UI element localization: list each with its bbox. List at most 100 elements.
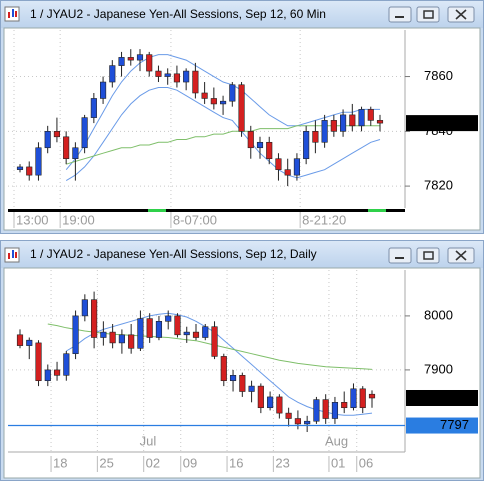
candle-body	[359, 388, 366, 409]
candle-body	[63, 136, 70, 160]
candle-body	[63, 353, 70, 376]
indicator-line	[65, 87, 381, 182]
window-frame	[0, 240, 484, 481]
candle-body	[322, 399, 329, 419]
candle-body	[331, 402, 339, 419]
price-line-label: 7797	[440, 417, 469, 432]
candle-body	[109, 65, 116, 83]
candle-body	[247, 131, 254, 149]
y-tick-label: 7820	[424, 178, 453, 193]
indicator-line	[66, 312, 373, 416]
candle-body	[81, 299, 88, 317]
candle-body	[202, 326, 209, 338]
x-tick-label: 01	[331, 455, 345, 470]
candle-body	[35, 147, 42, 176]
candle-body	[220, 100, 227, 105]
y-tick-label: 7900	[424, 361, 453, 376]
candle-body	[340, 114, 347, 132]
candle-body	[285, 412, 292, 419]
candle-body	[239, 375, 246, 392]
candle-body	[16, 166, 24, 170]
window-buttons[interactable]	[388, 247, 475, 264]
candle-body	[100, 331, 107, 338]
candle-body	[229, 375, 237, 382]
candle-body	[321, 120, 328, 143]
candle-body	[44, 369, 51, 382]
candle-body	[368, 393, 376, 399]
y-tick-label: 7860	[424, 68, 453, 83]
x-tick-label: 13:00	[16, 212, 49, 227]
candle-body	[16, 334, 24, 346]
month-label: Aug	[325, 433, 348, 448]
x-tick-label: 8-21:20	[302, 212, 346, 227]
candle-body	[238, 84, 245, 132]
month-label: Jul	[140, 433, 157, 448]
window-buttons[interactable]	[388, 6, 475, 23]
candle-body	[136, 54, 144, 61]
y-tick-label: 8000	[424, 307, 453, 322]
x-tick-label: 18	[53, 455, 67, 470]
candle-body	[376, 120, 384, 124]
candle-body	[210, 98, 217, 105]
candle-body	[81, 117, 88, 149]
candle-body	[330, 120, 337, 132]
last-price-label: 7848	[440, 389, 469, 404]
candle-body	[266, 141, 273, 160]
candle-body	[267, 396, 274, 409]
last-price-box	[406, 389, 478, 406]
candle-body	[183, 70, 190, 83]
candle-body	[229, 84, 236, 102]
candle-body	[146, 318, 153, 338]
candle-body	[35, 342, 42, 382]
x-tick-label: 16	[229, 455, 243, 470]
candle-body	[100, 81, 107, 99]
candle-body	[303, 131, 310, 160]
x-tick-label: 25	[99, 455, 113, 470]
last-price-label: 7843	[440, 115, 469, 130]
candle-body	[173, 73, 180, 83]
candle-body	[127, 57, 134, 61]
chart-title: 1 / JYAU2 - Japanese Yen-All Sessions, S…	[30, 7, 326, 21]
candle-body	[128, 334, 135, 349]
candle-body	[313, 399, 320, 422]
candle-body	[155, 321, 163, 338]
candle-body	[220, 356, 227, 382]
candle-body	[350, 388, 357, 409]
chart-title: 1 / JYAU2 - Japanese Yen-All Sessions, S…	[30, 247, 317, 261]
candle-body	[192, 331, 200, 338]
x-tick-label: 09	[183, 455, 197, 470]
candle-body	[304, 420, 311, 425]
candle-body	[257, 385, 264, 409]
candle-body	[165, 315, 172, 322]
candle-body	[312, 131, 319, 143]
x-tick-label: 19:00	[62, 212, 95, 227]
candle-body	[137, 318, 144, 349]
candle-body	[155, 70, 162, 77]
candle-body	[53, 131, 60, 138]
candle-body	[358, 109, 365, 127]
candle-body	[90, 98, 97, 118]
candle-body	[341, 402, 348, 409]
x-tick-label: 06	[359, 455, 373, 470]
candle-body	[26, 339, 33, 346]
candle-body	[118, 57, 125, 66]
candle-body	[211, 326, 218, 357]
price-line-box	[406, 417, 478, 434]
candle-body	[164, 73, 171, 77]
candle-body	[72, 315, 79, 355]
candle-body	[349, 114, 356, 127]
candle-body	[91, 299, 98, 338]
candle-body	[44, 131, 51, 149]
candle-body	[275, 158, 282, 170]
indicator-line	[65, 54, 380, 171]
candle-body	[174, 315, 181, 336]
candle-body	[109, 331, 116, 344]
candle-body	[294, 418, 301, 425]
candle-body	[72, 147, 79, 160]
x-tick-label: 23	[275, 455, 289, 470]
candle-body	[183, 331, 190, 336]
candle-body	[53, 369, 61, 376]
candle-body	[146, 54, 153, 72]
candle-body	[26, 166, 33, 176]
candle-body	[367, 109, 374, 121]
